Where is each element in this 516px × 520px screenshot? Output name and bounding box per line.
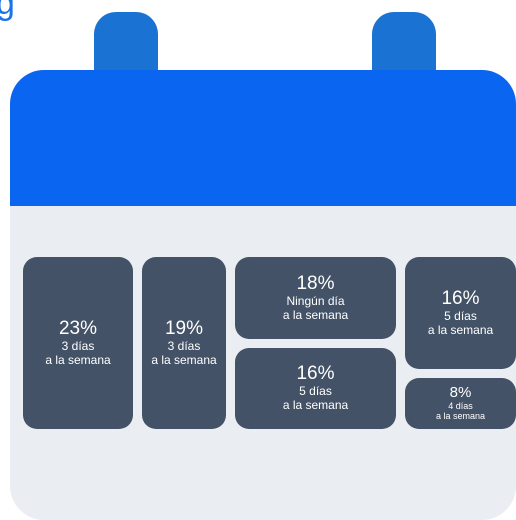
- tile-label-line2: a la semana: [282, 398, 349, 413]
- tile-label-line2: a la semana: [45, 352, 111, 367]
- tile-label-line1: 5 días: [444, 308, 477, 323]
- tile-label-line2: a la semana: [427, 322, 494, 337]
- tile-label-line1: 4 días: [448, 400, 473, 411]
- tile-percent: 8%: [449, 383, 472, 401]
- partial-glyph-icon: g: [0, 0, 15, 22]
- tile-percent: 18%: [296, 272, 335, 294]
- tile-label-line1: Ningún día: [286, 293, 345, 308]
- treemap-tile: 23% 3 días a la semana: [23, 257, 133, 429]
- tile-label-line1: 5 días: [299, 384, 332, 399]
- tile-label-line1: 3 días: [61, 338, 95, 353]
- tile-percent: 16%: [441, 287, 480, 309]
- tile-label-line2: a la semana: [151, 352, 217, 367]
- tile-label-line1: 3 días: [167, 338, 201, 353]
- treemap-tile: 18% Ningún día a la semana: [235, 257, 396, 339]
- tile-percent: 16%: [296, 363, 335, 385]
- treemap-tile: 8% 4 días a la semana: [405, 378, 516, 429]
- tile-percent: 19%: [164, 317, 204, 339]
- tile-label-line2: a la semana: [435, 411, 486, 422]
- calendar-header: [10, 70, 516, 206]
- tile-label-line2: a la semana: [282, 307, 349, 322]
- treemap-tile: 16% 5 días a la semana: [405, 257, 516, 369]
- tile-percent: 23%: [58, 317, 98, 339]
- treemap-tile: 19% 3 días a la semana: [142, 257, 226, 429]
- treemap-tile: 16% 5 días a la semana: [235, 348, 396, 429]
